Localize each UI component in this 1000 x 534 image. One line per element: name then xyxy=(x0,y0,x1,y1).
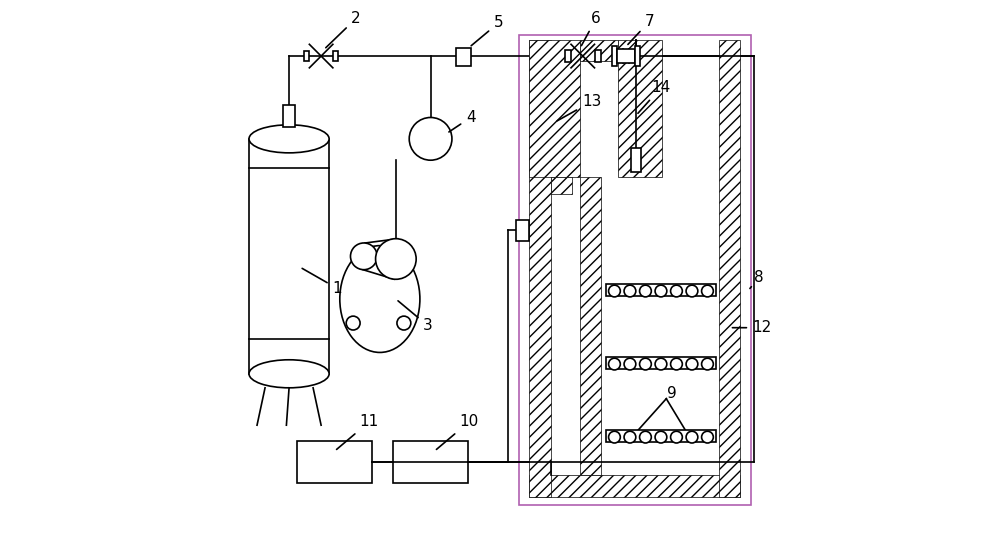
Circle shape xyxy=(686,285,698,297)
Circle shape xyxy=(624,431,636,443)
Circle shape xyxy=(609,431,620,443)
Bar xyxy=(612,46,617,66)
Text: 8: 8 xyxy=(750,270,764,288)
Bar xyxy=(580,40,618,61)
Circle shape xyxy=(686,431,698,443)
Bar xyxy=(519,35,751,505)
Circle shape xyxy=(376,239,416,279)
Bar xyxy=(631,147,641,171)
Circle shape xyxy=(702,285,713,297)
Bar xyxy=(333,51,338,61)
Text: 4: 4 xyxy=(449,110,475,132)
Circle shape xyxy=(655,285,667,297)
Ellipse shape xyxy=(249,125,329,153)
Bar xyxy=(565,50,571,62)
Circle shape xyxy=(609,285,620,297)
Text: 3: 3 xyxy=(398,301,433,333)
Text: 12: 12 xyxy=(732,320,771,335)
Text: 6: 6 xyxy=(581,11,601,45)
Circle shape xyxy=(671,285,682,297)
Bar xyxy=(551,177,572,194)
Bar xyxy=(635,46,640,66)
Circle shape xyxy=(409,117,452,160)
Bar xyxy=(529,475,740,497)
Circle shape xyxy=(350,243,377,270)
Text: 10: 10 xyxy=(436,414,479,450)
Bar xyxy=(393,441,468,483)
Bar xyxy=(304,51,309,61)
Bar xyxy=(529,40,551,497)
Circle shape xyxy=(624,358,636,370)
Text: 5: 5 xyxy=(471,15,503,46)
Circle shape xyxy=(702,431,713,443)
Bar xyxy=(606,430,716,442)
Circle shape xyxy=(702,358,713,370)
Bar xyxy=(606,357,716,369)
Circle shape xyxy=(624,285,636,297)
Circle shape xyxy=(640,285,651,297)
Ellipse shape xyxy=(340,246,420,352)
Circle shape xyxy=(671,358,682,370)
Circle shape xyxy=(640,431,651,443)
Bar xyxy=(606,284,716,296)
Bar xyxy=(456,48,471,66)
Circle shape xyxy=(609,358,620,370)
Bar xyxy=(595,50,601,62)
Circle shape xyxy=(686,358,698,370)
Bar xyxy=(249,139,329,374)
Bar xyxy=(618,40,662,177)
Circle shape xyxy=(397,316,411,330)
Text: 2: 2 xyxy=(326,11,361,48)
Circle shape xyxy=(655,358,667,370)
Bar xyxy=(617,49,635,63)
Text: 1: 1 xyxy=(302,269,342,296)
Bar xyxy=(580,177,601,475)
Text: 9: 9 xyxy=(667,386,677,401)
Circle shape xyxy=(640,358,651,370)
Text: 14: 14 xyxy=(638,81,670,113)
Circle shape xyxy=(671,431,682,443)
Bar xyxy=(516,219,529,241)
Bar xyxy=(529,40,580,177)
Circle shape xyxy=(655,431,667,443)
Bar xyxy=(297,441,372,483)
Bar xyxy=(719,40,740,497)
Text: 11: 11 xyxy=(337,414,379,450)
Circle shape xyxy=(346,316,360,330)
Bar xyxy=(283,106,295,127)
Text: 13: 13 xyxy=(557,94,601,121)
Ellipse shape xyxy=(249,360,329,388)
Text: 7: 7 xyxy=(628,14,654,44)
